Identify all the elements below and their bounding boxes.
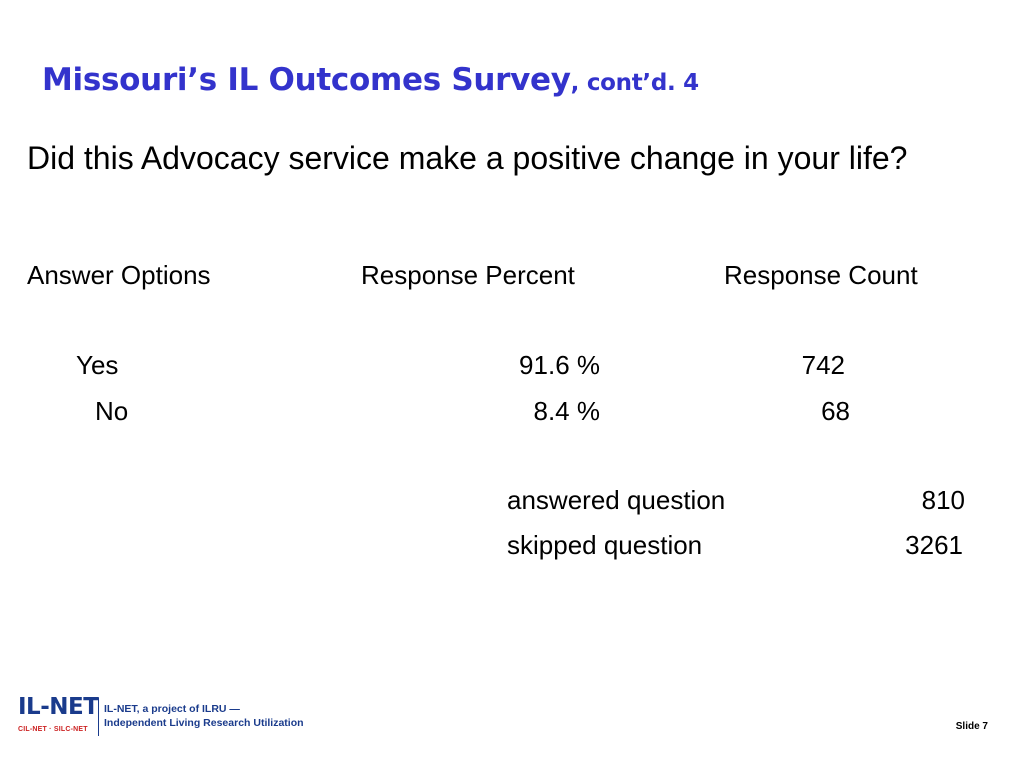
row-no-option: No — [95, 396, 129, 426]
footer-tagline-line2: Independent Living Research Utilization — [104, 717, 304, 729]
footer-tagline-line1: IL-NET, a project of ILRU — — [104, 703, 240, 715]
slide-number: Slide 7 — [955, 721, 988, 732]
slide-title: Missouri’s IL Outcomes Survey, cont’d. 4 — [42, 62, 699, 98]
row-no-count: 68 — [821, 396, 850, 426]
il-net-logo-subtext: CIL-NET · SILC-NET — [18, 726, 88, 733]
row-yes-count: 742 — [801, 350, 845, 380]
skipped-question-label: skipped question — [507, 530, 703, 560]
slide-title-sub: , cont’d. 4 — [570, 70, 700, 96]
answered-question-value: 810 — [921, 485, 965, 515]
row-yes-option: Yes — [76, 350, 119, 380]
row-yes-percent: 91.6 % — [519, 350, 600, 380]
row-no-percent: 8.4 % — [533, 396, 601, 426]
header-answer-options: Answer Options — [27, 260, 211, 290]
answered-question-label: answered question — [507, 485, 726, 515]
logo-divider — [98, 698, 99, 736]
skipped-question-value: 3261 — [905, 530, 963, 560]
slide-title-main: Missouri’s IL Outcomes Survey — [42, 62, 571, 98]
il-net-logo: IL-NET — [18, 694, 99, 720]
header-response-percent: Response Percent — [361, 260, 575, 290]
footer-tagline: IL-NET, a project of ILRU — Independent … — [104, 702, 304, 730]
survey-question: Did this Advocacy service make a positiv… — [27, 140, 908, 176]
header-response-count: Response Count — [724, 260, 918, 290]
